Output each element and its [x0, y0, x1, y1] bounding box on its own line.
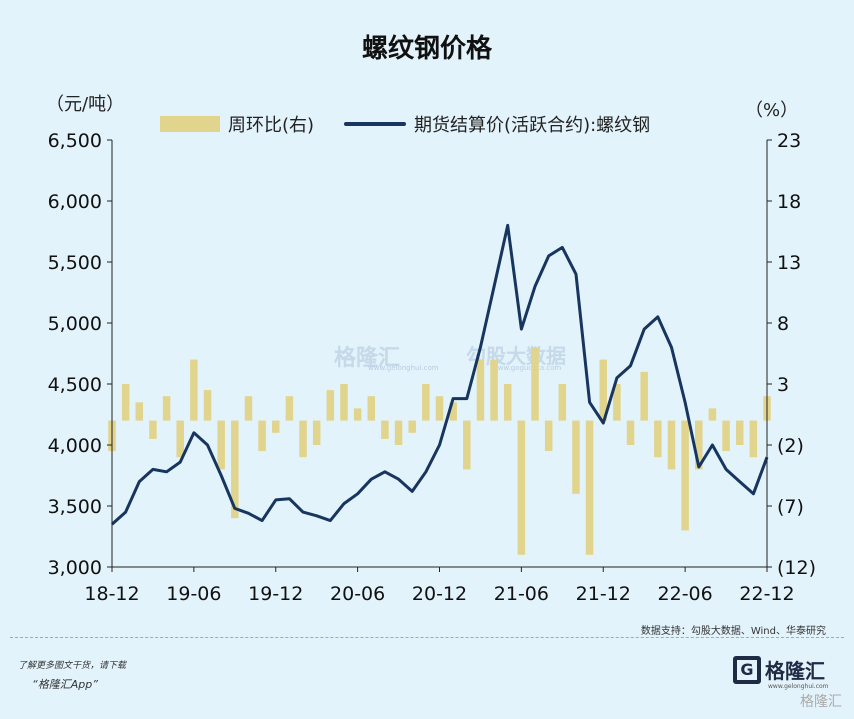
bar-mark: [749, 420, 758, 458]
right-tick-label: 23: [777, 130, 801, 152]
chart-title: 螺纹钢价格: [361, 34, 492, 64]
left-tick-label: 6,500: [48, 130, 102, 152]
logo-g-icon: G: [733, 655, 761, 684]
x-tick-label: 21-06: [494, 583, 549, 605]
bar-mark: [312, 420, 321, 445]
watermark-gelonghui-url: www.gelonghui.com: [368, 364, 439, 372]
bar-mark: [490, 359, 498, 421]
bar-mark: [585, 420, 594, 555]
right-tick-label: 13: [777, 252, 801, 274]
legend-line-swatch: [344, 122, 407, 126]
bar-mark: [449, 402, 457, 421]
left-tick-label: 3,500: [48, 496, 102, 518]
right-tick-label: 8: [777, 313, 789, 335]
x-tick-label: 21-12: [576, 583, 631, 605]
bar-mark: [503, 384, 512, 421]
bar-mark: [271, 420, 280, 433]
price-line: [110, 223, 769, 526]
bar-mark: [217, 420, 225, 470]
x-tick-label: 18-12: [84, 583, 139, 605]
bar-mark: [681, 420, 689, 531]
bar-mark: [231, 420, 239, 519]
x-tick-label: 22-12: [739, 583, 794, 605]
x-tick-label: 20-12: [412, 583, 467, 605]
watermark-gelonghui: 格隆汇: [334, 346, 401, 371]
bar-mark: [708, 408, 717, 421]
logo-text: 格隆汇: [765, 659, 825, 683]
right-tick-label: (7): [777, 496, 804, 518]
legend: 周环比(右) 期货结算价(活跃合约):螺纹钢: [160, 113, 651, 136]
right-tick-label: 3: [777, 374, 789, 396]
bar-mark: [408, 420, 416, 433]
bar-mark: [244, 396, 253, 421]
bar-mark: [340, 384, 348, 421]
bar-mark: [517, 420, 526, 555]
x-tick-label: 20-06: [330, 583, 385, 605]
gelonghui-logo: G 格隆汇: [733, 655, 825, 684]
bar-mark: [722, 420, 730, 452]
corner-logo: 格隆汇: [800, 694, 842, 710]
bar-mark: [544, 420, 553, 452]
left-tick-label: 4,500: [48, 374, 102, 396]
bar-mark: [435, 396, 444, 421]
left-tick-label: 6,000: [48, 191, 102, 213]
bar-mark: [258, 420, 266, 452]
bar-mark: [531, 347, 539, 421]
bar-mark: [476, 359, 485, 421]
left-tick-label: 3,000: [48, 557, 102, 579]
bar-mark: [599, 359, 608, 421]
bar-mark: [326, 390, 335, 421]
bar-mark: [667, 420, 676, 470]
legend-bar-label: 周环比(右): [228, 115, 315, 136]
bar-mark: [613, 384, 621, 421]
x-tick-label: 19-06: [166, 583, 221, 605]
logo-url: www.gelonghui.com: [768, 683, 829, 690]
bar-mark: [285, 396, 294, 421]
bar-mark: [394, 420, 403, 445]
bar-mark: [735, 420, 744, 445]
bar-mark: [149, 420, 157, 439]
bar-mark: [121, 384, 130, 421]
right-axis-unit: （%）: [745, 100, 799, 121]
legend-line-label: 期货结算价(活跃合约):螺纹钢: [414, 115, 651, 136]
bar-mark: [572, 420, 580, 494]
bar-mark: [654, 420, 662, 458]
bar-mark: [353, 408, 362, 421]
bar-mark: [463, 420, 471, 470]
left-tick-label: 5,000: [48, 313, 102, 335]
bar-mark: [162, 396, 171, 421]
right-tick-label: (12): [777, 557, 816, 579]
bar-mark: [626, 420, 635, 445]
x-tick-label: 22-06: [658, 583, 713, 605]
right-tick-label: (2): [777, 435, 804, 457]
bar-mark: [422, 384, 430, 421]
watermark-gogudata-url: www.gogudata.com: [492, 364, 562, 372]
bar-mark: [203, 390, 212, 421]
left-tick-label: 5,500: [48, 252, 102, 274]
bar-mark: [381, 420, 389, 439]
bar-mark: [640, 371, 648, 421]
left-tick-label: 4,000: [48, 435, 102, 457]
bar-mark: [299, 420, 307, 458]
promo-line-2: “格隆汇App”: [32, 678, 98, 691]
bar-mark: [695, 420, 703, 470]
bar-mark: [558, 384, 567, 421]
right-tick-label: 18: [777, 191, 801, 213]
bar-mark: [135, 402, 144, 421]
bar-mark: [176, 420, 184, 458]
promo-line-1: 了解更多图文干货，请下载: [18, 661, 127, 671]
data-source: 数据支持：勾股大数据、Wind、华泰研究: [640, 626, 826, 637]
legend-bar-swatch: [160, 116, 220, 132]
bar-mark: [190, 359, 198, 421]
footer-divider: [10, 637, 844, 638]
left-axis-unit: （元/吨）: [46, 94, 125, 115]
x-tick-label: 19-12: [248, 583, 303, 605]
bar-mark: [367, 396, 376, 421]
